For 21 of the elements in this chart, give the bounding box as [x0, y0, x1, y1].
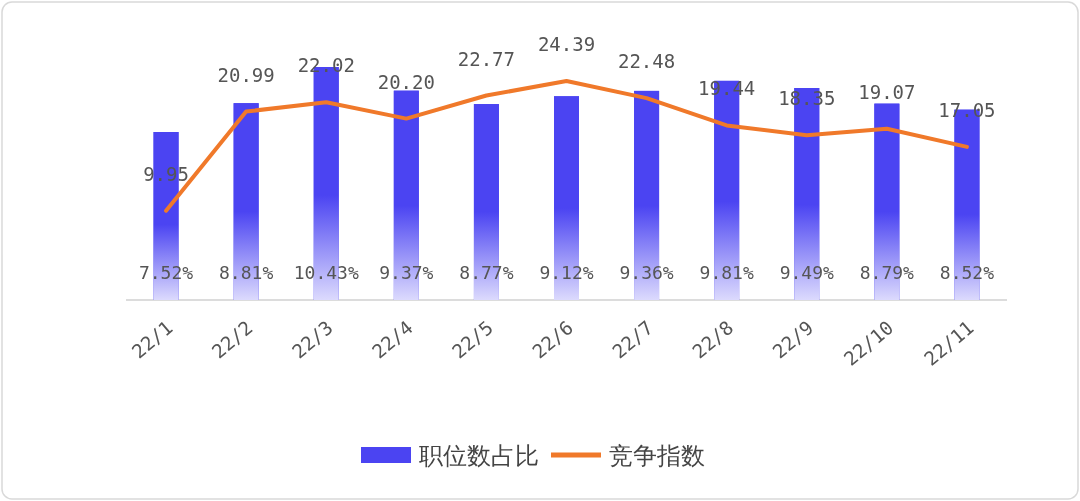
data-label: 22.48	[617, 50, 676, 73]
data-label: 9.49%	[779, 262, 835, 283]
data-label: 9.36%	[619, 262, 674, 283]
data-label: 24.39	[537, 33, 596, 55]
data-label: 10.43%	[293, 262, 359, 283]
data-label: 17.05	[938, 98, 996, 121]
data-label: 19.07	[858, 80, 916, 103]
data-label: 20.20	[377, 70, 435, 93]
data-label: 9.81%	[699, 262, 754, 283]
data-label: 9.12%	[539, 262, 594, 283]
legend-label: 职位数占比	[419, 442, 539, 470]
data-label: 20.99	[217, 63, 275, 86]
data-label: 8.52%	[939, 262, 995, 283]
legend-label: 竞争指数	[609, 442, 705, 470]
data-label: 7.52%	[138, 262, 194, 283]
data-label: 8.79%	[859, 262, 915, 283]
data-label: 22.02	[297, 54, 355, 77]
data-label: 8.81%	[219, 262, 274, 283]
data-label: 9.37%	[379, 262, 434, 283]
data-label: 8.77%	[459, 262, 514, 283]
data-label: 22.77	[457, 47, 516, 70]
